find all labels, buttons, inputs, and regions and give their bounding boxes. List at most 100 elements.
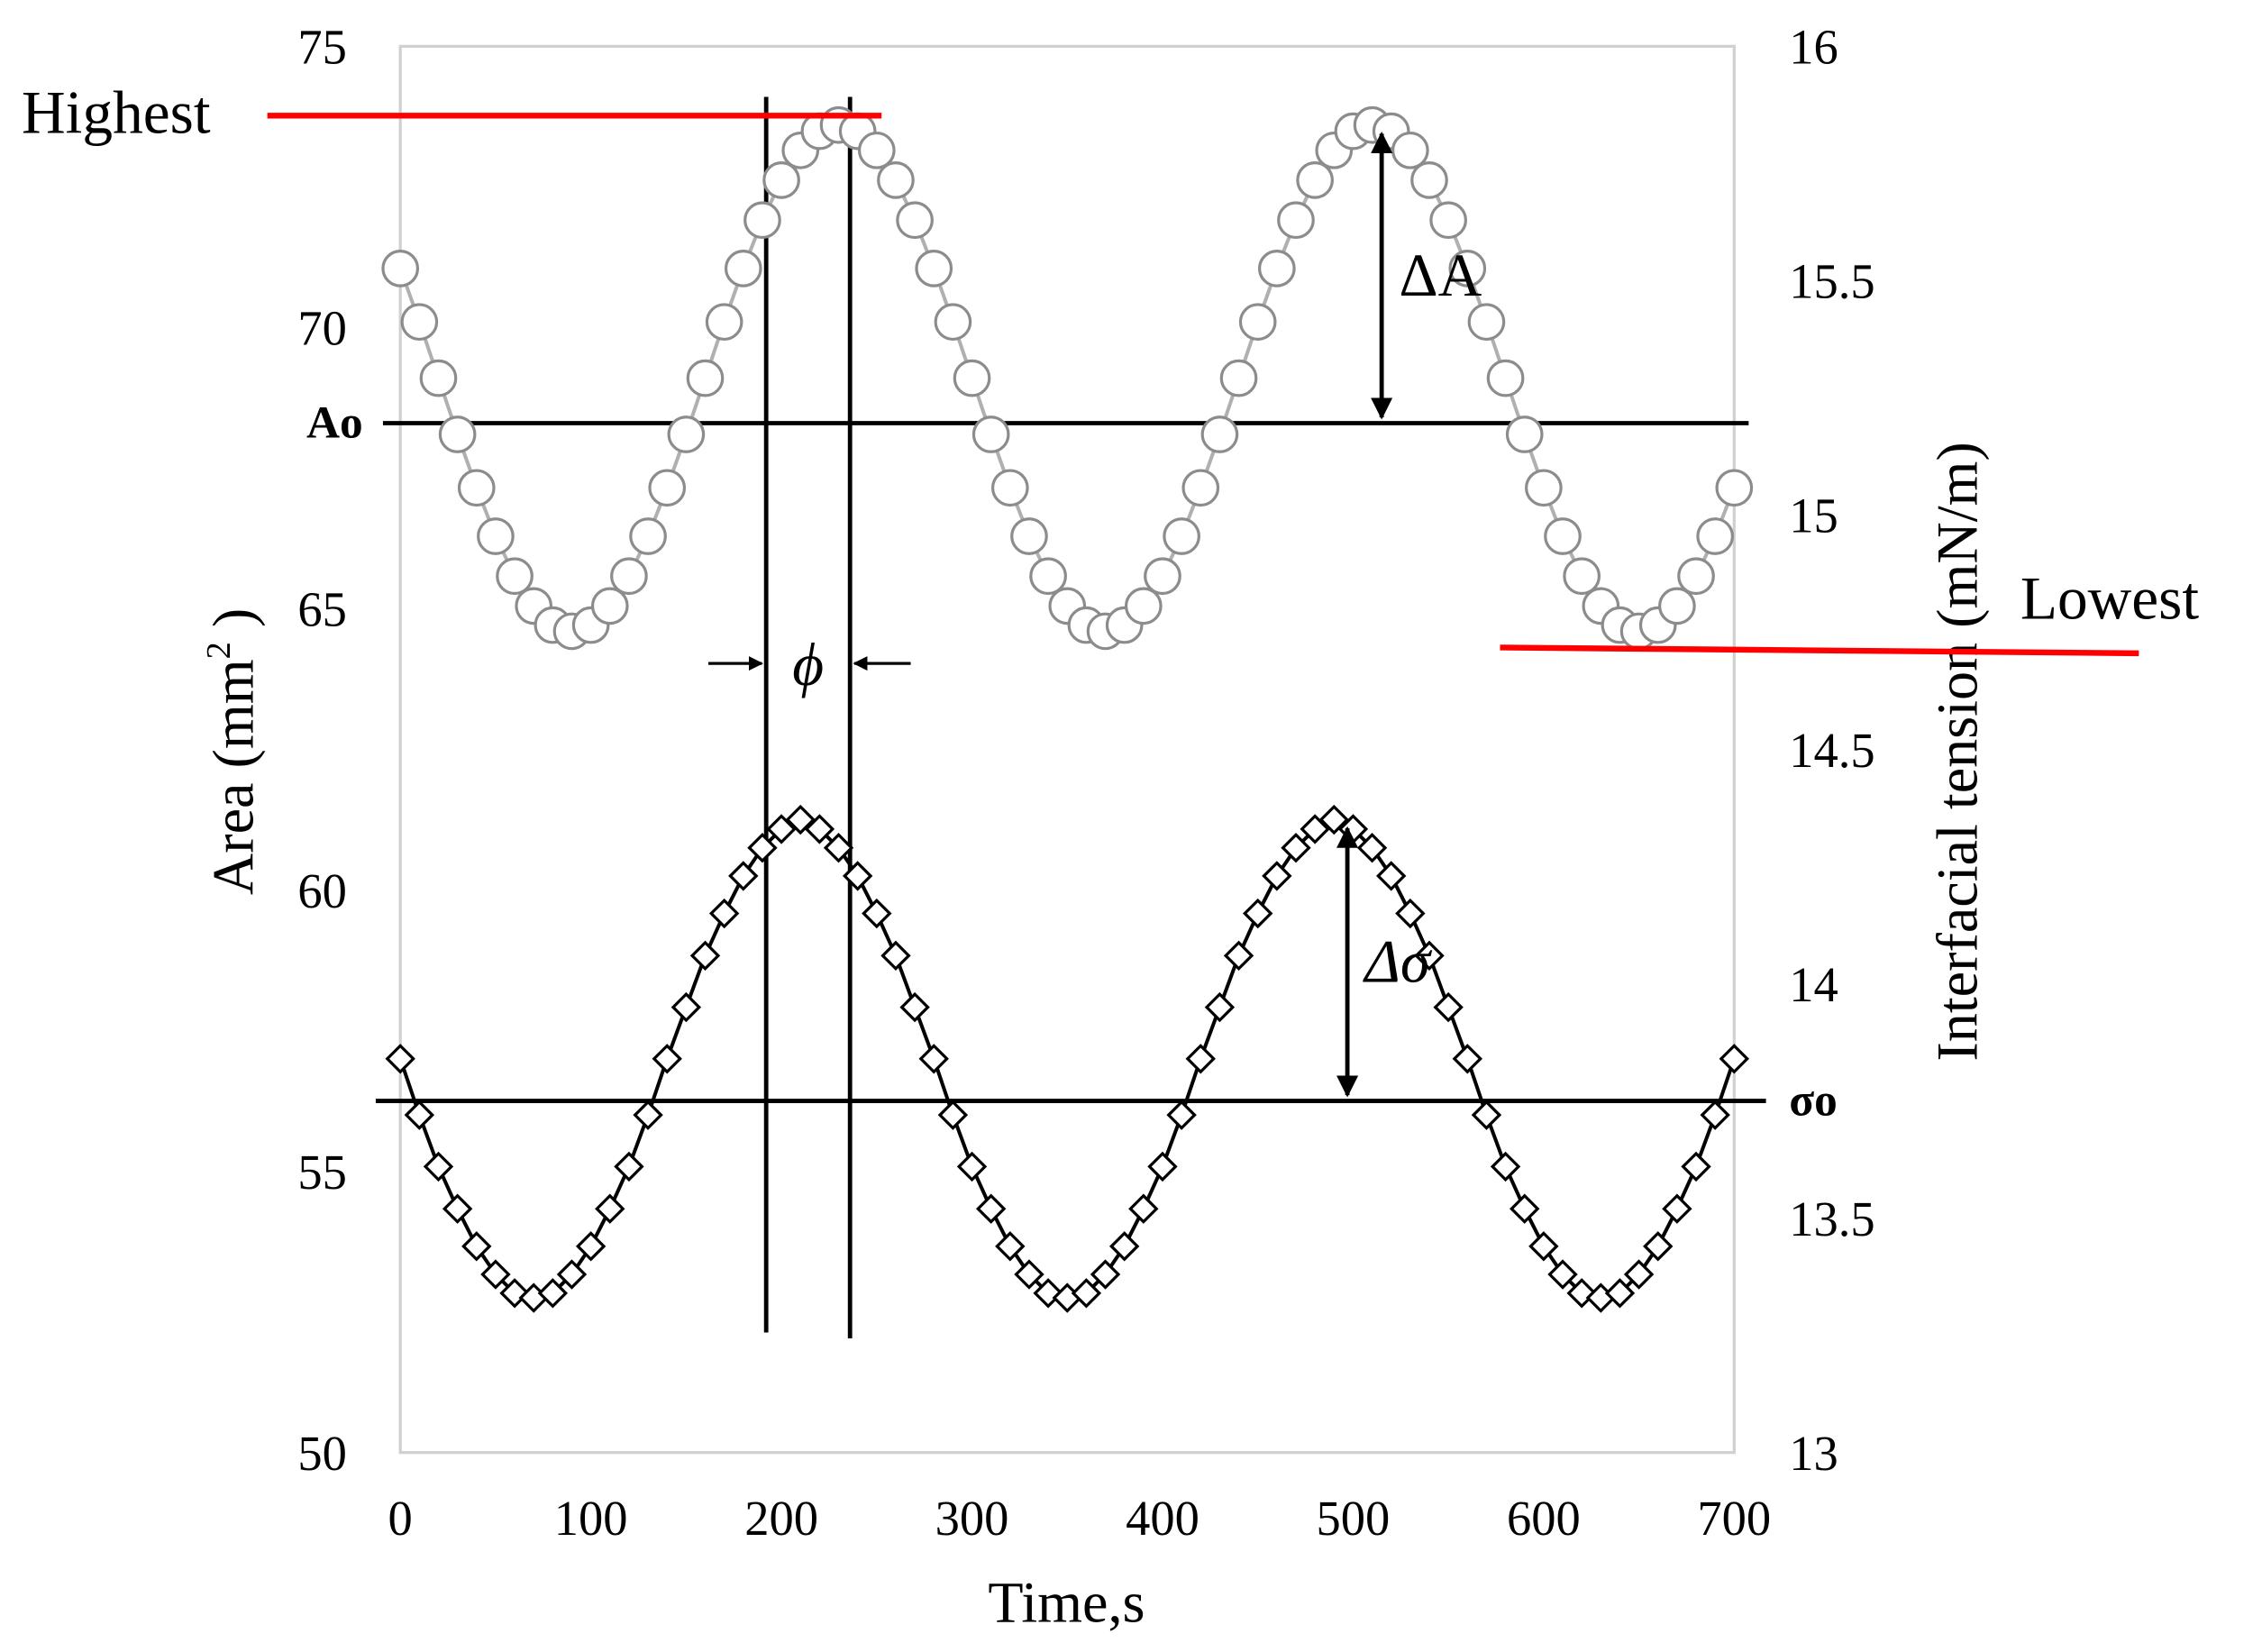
diamond-marker [708,898,740,929]
circle-marker [877,161,915,199]
diamond-marker [575,1231,607,1262]
circle-marker [590,587,629,625]
circle-marker [705,303,743,342]
extreme-label: Lowest [2020,564,2200,632]
x-tick-label: 300 [935,1491,1009,1546]
y2-tick-label: 14 [1789,957,1838,1012]
circle-marker [896,201,934,240]
diamond-marker [1700,1100,1730,1130]
y-axis-label: Area (mm2 ) [200,608,266,895]
diamond-marker [1185,1044,1216,1074]
circle-marker [762,161,800,199]
reference-label: σo [1789,1075,1838,1127]
diamond-marker [1242,898,1273,929]
circle-marker [1124,587,1163,625]
diamond-marker [956,1151,988,1182]
diamond-marker [918,1044,949,1074]
x-tick-label: 500 [1317,1491,1391,1546]
diamond-marker [880,940,911,972]
diamond-marker [1662,1193,1692,1224]
circle-marker [610,557,648,596]
y-tick-label: 65 [297,582,347,637]
y-axis-label-sup: 2 [200,642,238,659]
circle-marker [477,517,515,555]
circle-marker [971,415,1010,453]
diamond-marker [461,1231,492,1262]
diamond-marker [1452,1044,1482,1074]
diamond-marker [1414,940,1445,972]
circle-marker [381,250,420,288]
extreme-label: Highest [22,79,211,147]
circle-marker [496,557,534,596]
diamond-marker [1033,1278,1063,1309]
x-tick-label: 400 [1126,1491,1199,1546]
circle-marker [667,415,706,453]
x-tick-label: 700 [1697,1491,1771,1546]
amplitude-label: Δσ [1362,928,1433,996]
diamond-marker [1433,991,1464,1023]
diamond-marker [1376,861,1407,891]
y-tick-label: 55 [297,1145,347,1200]
diamond-marker [1262,861,1292,891]
circle-marker [1277,201,1315,240]
circle-marker [1010,517,1048,555]
diamond-marker [1014,1259,1044,1290]
diamond-marker [1471,1100,1502,1130]
diamond-marker [747,833,778,863]
y2-tick-label: 13.5 [1789,1191,1874,1246]
diamond-marker [975,1193,1007,1224]
amplitude-label: ΔA [1399,242,1482,309]
diamond-marker [804,814,835,844]
circle-marker [1715,469,1754,507]
circle-marker [1505,415,1544,453]
circle-marker [1163,517,1200,555]
diamond-marker [537,1278,569,1309]
circle-marker [1658,587,1696,625]
diamond-marker [1356,833,1388,863]
circle-marker [953,359,991,397]
diamond-marker [1510,1193,1540,1224]
circle-marker [1410,161,1448,199]
circle-marker [400,303,439,342]
diamond-marker [385,1044,415,1074]
diamond-marker [1490,1151,1521,1182]
diamond-marker [995,1231,1026,1262]
circle-marker [1563,557,1601,596]
circle-marker [1677,557,1715,596]
diamond-marker [1623,1259,1655,1290]
circle-marker [1467,303,1506,342]
y-axis-label-part: Area (mm [202,659,266,895]
extreme-line [1500,644,2139,657]
y-tick-label: 60 [297,863,347,918]
x-tick-label: 100 [554,1491,628,1546]
diamond-marker [785,804,816,835]
y-tick-label: 75 [297,20,347,75]
diamond-marker [1281,833,1311,863]
diamond-marker [862,898,892,929]
circle-marker [1181,469,1220,507]
diamond-marker [1108,1231,1140,1262]
diamond-marker [595,1193,625,1224]
reference-label: Ao [306,397,363,449]
diamond-marker [1395,898,1426,929]
diamond-marker [1128,1193,1159,1224]
circle-marker [648,469,687,507]
circle-marker [419,359,458,397]
series-line [398,123,1737,634]
diamond-marker [652,1044,682,1074]
circle-marker [1544,517,1582,555]
y2-axis-label: Interfacial tension (mN/m) [1926,442,1990,1061]
diamond-marker [423,1151,454,1182]
diamond-marker [1528,1231,1559,1262]
diamond-marker [1147,1151,1178,1182]
diamond-marker [842,861,873,891]
circle-marker [438,415,477,453]
circle-marker [1696,517,1735,555]
y2-tick-label: 16 [1789,20,1838,75]
diamond-marker [404,1100,435,1130]
diamond-marker [1547,1259,1578,1290]
circle-marker [1448,250,1487,288]
circle-marker [1486,359,1525,397]
